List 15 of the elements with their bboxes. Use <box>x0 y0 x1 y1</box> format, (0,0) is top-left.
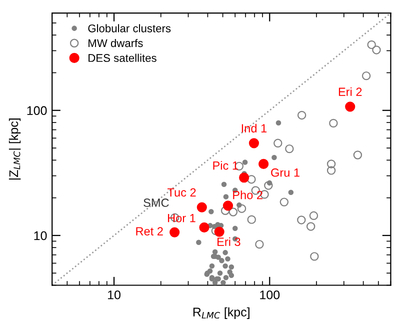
annotation: Gru 1 <box>271 168 300 177</box>
legend-label: MW dwarfs <box>88 38 143 48</box>
y-axis-title: |Z$_{LMC}$| [kpc] <box>8 118 21 180</box>
annotation: Pho 2 <box>233 190 262 200</box>
annotation: Tuc 2 <box>168 188 196 197</box>
annotation: Eri 3 <box>218 237 240 246</box>
legend-label: Globular clusters <box>88 24 171 32</box>
annotation: Pic 1 <box>213 161 238 170</box>
annotation: Hor 1 <box>168 214 196 222</box>
annotation: SMC <box>144 198 169 207</box>
annotation: Ret 2 <box>136 227 163 236</box>
x-axis-title: R$_{LMC}$ [kpc] <box>193 307 250 319</box>
annotation: Ind 1 <box>242 124 267 132</box>
annotation: Eri 2 <box>338 87 362 96</box>
legend-label: DES satellites <box>88 54 156 62</box>
